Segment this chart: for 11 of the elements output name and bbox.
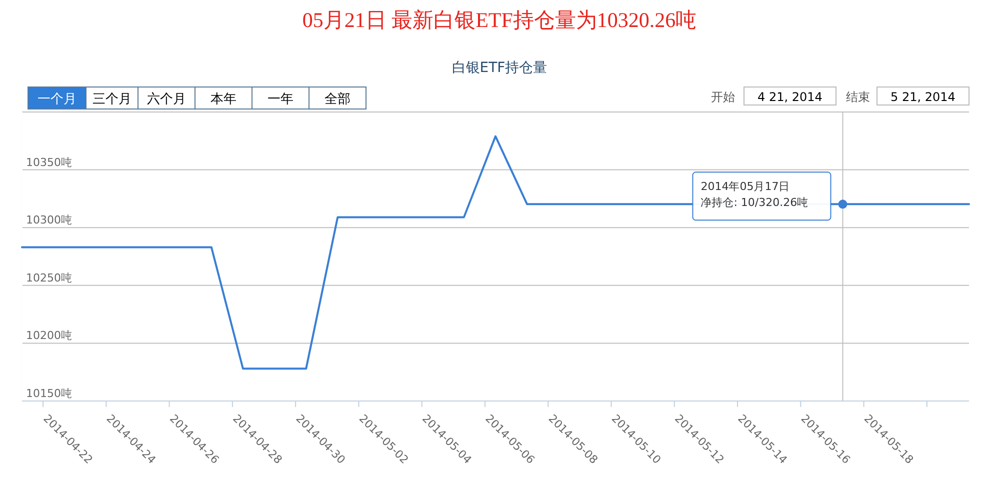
annotation: 2014年05月17日 bbox=[700, 180, 790, 194]
chart-subtitle: 白银ETF持仓量 bbox=[452, 60, 548, 76]
annotation: 净持仓: 10/320.26吨 bbox=[700, 196, 808, 210]
y-tick-label: 10350吨 bbox=[26, 156, 72, 169]
date-range-fields: 开始 4 21, 2014 结束 5 21, 2014 bbox=[711, 86, 970, 106]
y-tick-label: 10300吨 bbox=[26, 214, 72, 227]
range-selector: 一个月 三个月 六个月 本年 一年 全部 bbox=[28, 86, 366, 110]
y-tick-label: 10200吨 bbox=[26, 329, 72, 342]
chart-title: 05月21日 最新白银ETF持仓量为10320.26吨 bbox=[302, 8, 697, 32]
y-tick-label: 10150吨 bbox=[26, 387, 72, 400]
y-tick-label: 10250吨 bbox=[26, 271, 72, 284]
